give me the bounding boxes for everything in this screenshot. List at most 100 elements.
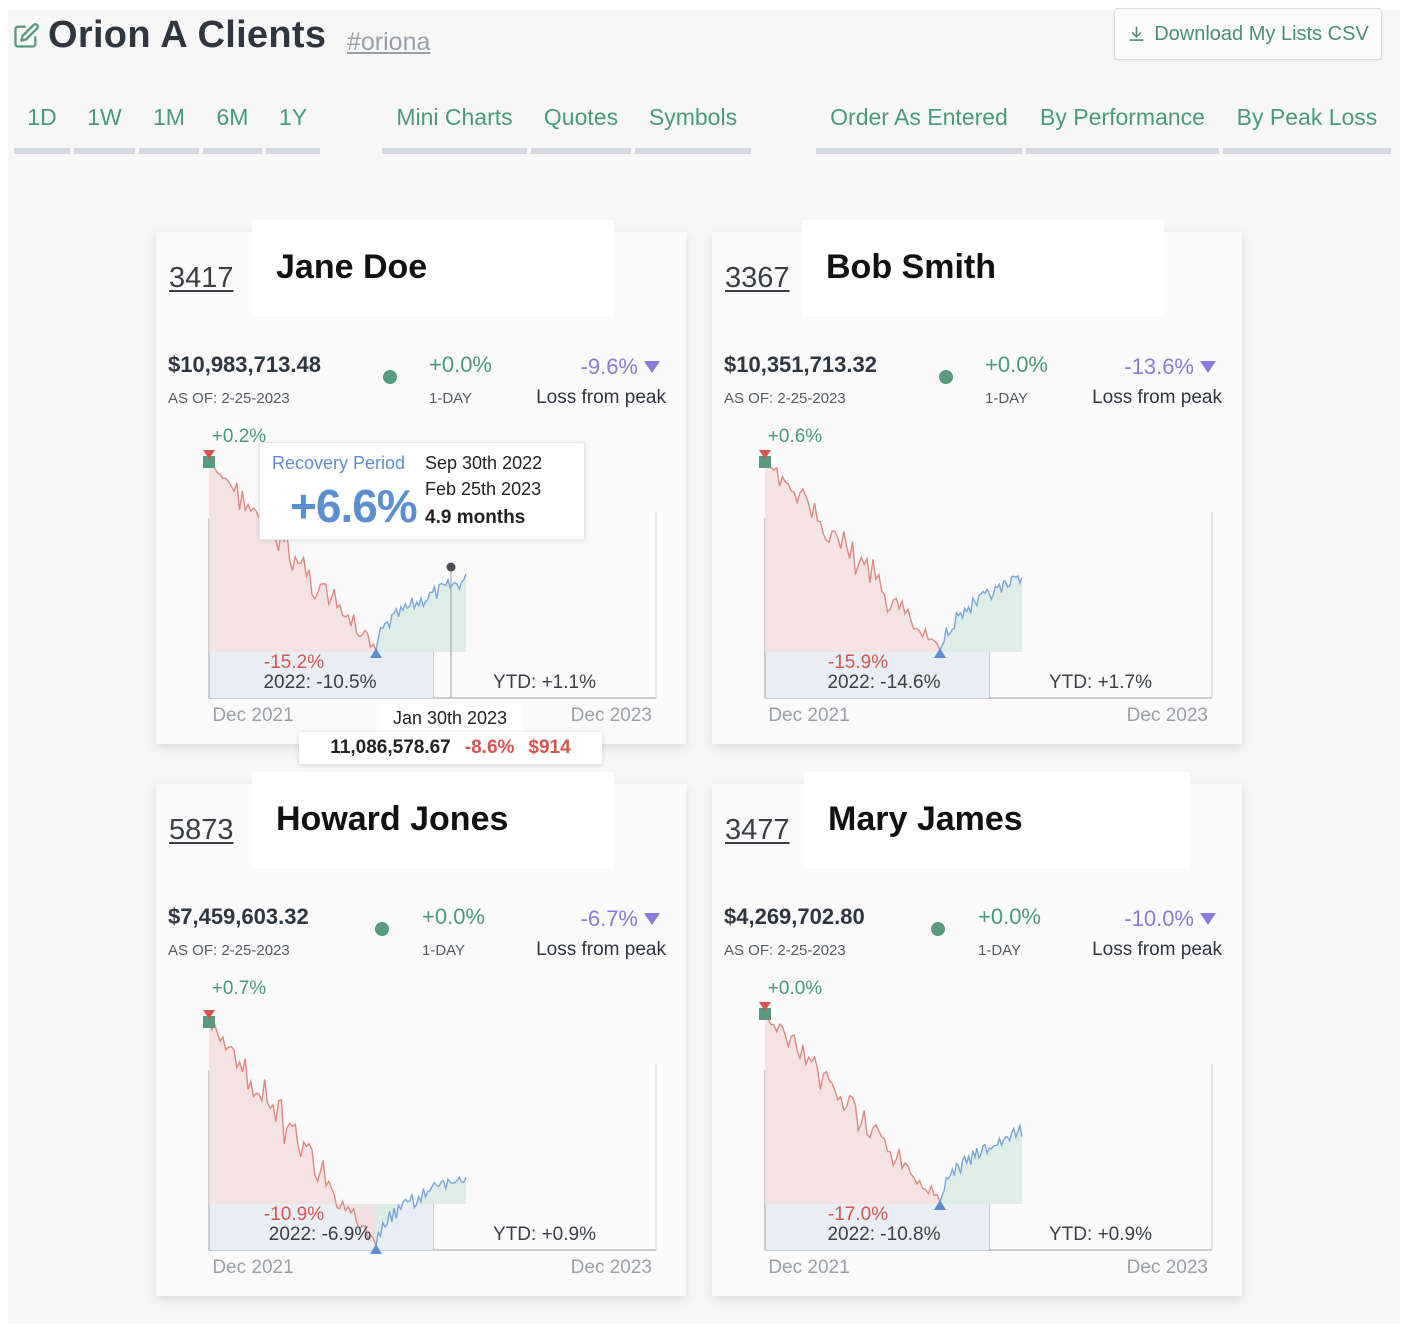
loss-area [209,1022,376,1246]
one-day-label: 1-DAY [422,942,466,959]
hover-point [446,562,456,572]
recovery-start-date: Sep 30th 2022 [425,453,543,473]
loss-series-line [764,459,941,651]
loss-from-peak-value: -13.6% [1124,354,1216,380]
view-tabs: Mini Charts Quotes Symbols [382,102,751,154]
down-triangle-icon [1200,913,1216,925]
tab-1y-label: 1Y [278,104,308,130]
loss-from-peak-value: -9.6% [581,354,660,380]
as-of-date: AS OF: 2-25-2023 [168,942,290,959]
recovery-period-label: Recovery Period [272,453,406,473]
status-dot [931,922,945,936]
peak-change-label: +0.7% [212,978,267,999]
recovery-duration: 4.9 months [425,507,526,528]
peak-change-label: +0.0% [768,978,823,999]
sort-tabs: Order As Entered By Performance By Peak … [816,102,1391,154]
year-return-label: 2022: -6.9% [269,1224,372,1245]
edit-icon[interactable] [12,22,40,50]
tab-by-peak-loss[interactable]: By Peak Loss [1223,102,1391,154]
client-name: Howard Jones [276,800,509,838]
down-triangle-icon [644,913,660,925]
loss-from-peak-label: Loss from peak [536,387,666,408]
recovery-area [940,576,1022,652]
one-day-change: +0.0% [985,352,1048,377]
tab-6m[interactable]: 6M [203,102,262,154]
loss-series-line [208,1021,377,1247]
list-tag-link[interactable]: #oriona [347,28,431,56]
year-2022-band [210,652,433,698]
client-id-link[interactable]: 3367 [725,262,790,294]
client-name-box: Jane Doe [252,220,614,316]
loss-from-peak-label: Loss from peak [536,939,666,960]
hover-date-label: Jan 30th 2023 [377,704,523,732]
one-day-change: +0.0% [429,352,492,377]
year-2022-band [766,652,989,698]
one-day-label: 1-DAY [985,390,1029,407]
recovery-area [376,573,466,652]
year-return-label: 2022: -14.6% [827,672,940,693]
mini-chart[interactable]: +0.2% -15.2%2022: -10.5% YTD: +1.1% Dec 202… [156,422,686,744]
x-axis-end-label: Dec 2023 [1127,1257,1208,1278]
mini-chart[interactable]: +0.7% -10.9%2022: -6.9% YTD: +0.9% Dec 2021… [156,974,686,1296]
x-axis-start-label: Dec 2021 [212,1257,293,1278]
portfolio-value: $7,459,603.32 [168,904,309,929]
tab-by-performance[interactable]: By Performance [1026,102,1219,154]
recovery-end-date: Feb 25th 2023 [425,479,542,499]
hover-loss: $914 [528,737,571,758]
recovery-area [940,1125,1022,1204]
loss-from-peak-pct: -13.6% [1124,354,1194,379]
down-triangle-icon [1200,361,1216,373]
download-csv-button[interactable]: Download My Lists CSV [1114,8,1382,60]
loss-from-peak-pct: -10.0% [1124,906,1194,931]
loss-series-line [208,461,377,651]
recovery-pct: +6.6% [290,480,418,532]
loss-area [209,461,376,652]
x-axis-end-label: Dec 2023 [571,705,652,726]
tab-mini-charts[interactable]: Mini Charts [382,102,527,154]
client-card[interactable]: 3367 Bob Smith $10,351,713.32 AS OF: 2-2… [712,220,1242,744]
client-card[interactable]: 5873 Howard Jones $7,459,603.32 AS OF: 2… [156,772,686,1296]
client-name: Jane Doe [276,248,428,286]
mini-chart[interactable]: +0.0% -17.0%2022: -10.8% YTD: +0.9% Dec 202… [712,974,1242,1296]
tab-6m-label: 6M [216,104,249,130]
tab-1w[interactable]: 1W [74,102,135,154]
tab-1m[interactable]: 1M [139,102,199,154]
loss-from-peak-label: Loss from peak [1092,939,1222,960]
peak-down-triangle-icon [203,1010,215,1019]
mini-chart[interactable]: +0.6% -15.9%2022: -14.6% YTD: +1.7% Dec 202… [712,422,1242,744]
client-card[interactable]: 3477 Mary James $4,269,702.80 AS OF: 2-2… [712,772,1242,1296]
x-axis-start-label: Dec 2021 [768,1257,849,1278]
tab-1y[interactable]: 1Y [266,102,320,154]
peak-down-triangle-icon [759,450,771,459]
download-icon [1129,26,1144,41]
trough-marker [934,648,946,658]
loss-from-peak-value: -6.7% [581,906,660,932]
down-triangle-icon [644,361,660,373]
tab-quotes[interactable]: Quotes [531,102,631,154]
as-of-date: AS OF: 2-25-2023 [168,390,290,407]
tab-1m-label: 1M [153,104,185,130]
loss-area [765,1014,940,1204]
tab-by-performance-label: By Performance [1040,104,1205,130]
tab-1w-label: 1W [87,104,122,130]
x-axis-start-label: Dec 2021 [212,705,293,726]
hover-values-tooltip: 11,086,578.67 -8.6% $914 [299,732,602,764]
client-id-link[interactable]: 3477 [725,814,790,846]
client-id-link[interactable]: 3417 [169,262,234,294]
tab-symbols-label: Symbols [648,104,738,130]
tab-order-as-entered-label: Order As Entered [830,104,1008,130]
recovery-period-tooltip: Recovery Period Sep 30th 2022 +6.6% Feb … [259,442,585,540]
status-dot [939,370,953,384]
loss-from-peak-pct: -6.7% [580,906,638,931]
loss-from-peak-pct: -9.6% [580,354,638,379]
year-return-label: 2022: -10.8% [827,1224,940,1245]
loss-series-line [764,1013,941,1203]
tab-order-as-entered[interactable]: Order As Entered [816,102,1022,154]
tab-symbols[interactable]: Symbols [635,102,751,154]
peak-down-triangle-icon [759,1002,771,1011]
tab-by-peak-loss-label: By Peak Loss [1236,104,1378,130]
peak-marker [759,1008,771,1020]
range-tabs: 1D 1W 1M 6M 1Y [14,102,320,154]
tab-1d[interactable]: 1D [14,102,70,154]
client-id-link[interactable]: 5873 [169,814,234,846]
